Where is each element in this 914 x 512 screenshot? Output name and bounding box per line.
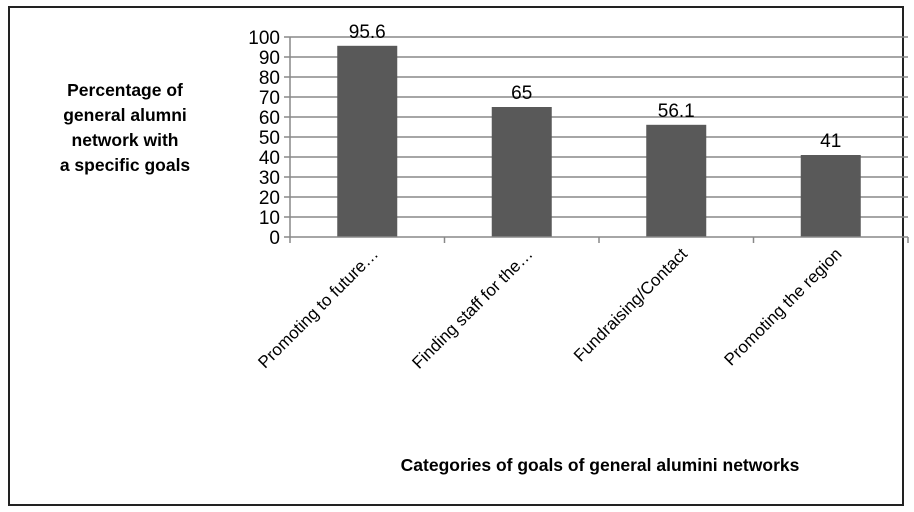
y-tick-label: 50: [259, 128, 280, 149]
y-tick-label: 60: [259, 108, 280, 129]
bar: [800, 155, 861, 237]
data-label: 65: [511, 83, 532, 104]
y-tick-label: 100: [248, 28, 280, 49]
y-axis-title-line-1: Percentage of: [67, 80, 183, 100]
y-tick-label: 90: [259, 48, 280, 69]
bar: [646, 124, 707, 237]
x-tick-label: Promoting to future…: [254, 244, 382, 372]
y-axis-title-line-4: a specific goals: [59, 155, 191, 175]
y-tick-label: 20: [259, 188, 280, 209]
y-tick-label: 70: [259, 88, 280, 109]
bar: [491, 107, 552, 237]
x-tick-label: Promoting the region: [721, 244, 846, 369]
x-tick-label: Finding staff for the…: [408, 244, 536, 372]
chart-frame: [8, 6, 904, 506]
axes: [284, 36, 909, 243]
y-axis-title-line-2: general alumni: [63, 105, 187, 125]
y-axis-title: Percentage of general alumni network wit…: [30, 78, 220, 178]
y-axis-title-line-3: network with: [71, 130, 179, 150]
x-tick-label: Fundraising/Contact: [570, 244, 691, 365]
y-tick-label: 80: [259, 68, 280, 89]
data-label: 95.6: [349, 22, 386, 43]
bar: [337, 45, 398, 237]
y-tick-label: 0: [269, 228, 280, 249]
y-tick-label: 10: [259, 208, 280, 229]
y-tick-label: 30: [259, 168, 280, 189]
data-label: 41: [820, 131, 841, 152]
data-label: 56.1: [658, 101, 695, 122]
y-tick-label: 40: [259, 148, 280, 169]
x-axis-title: Categories of goals of general alumini n…: [400, 455, 800, 475]
bars: [337, 45, 861, 237]
